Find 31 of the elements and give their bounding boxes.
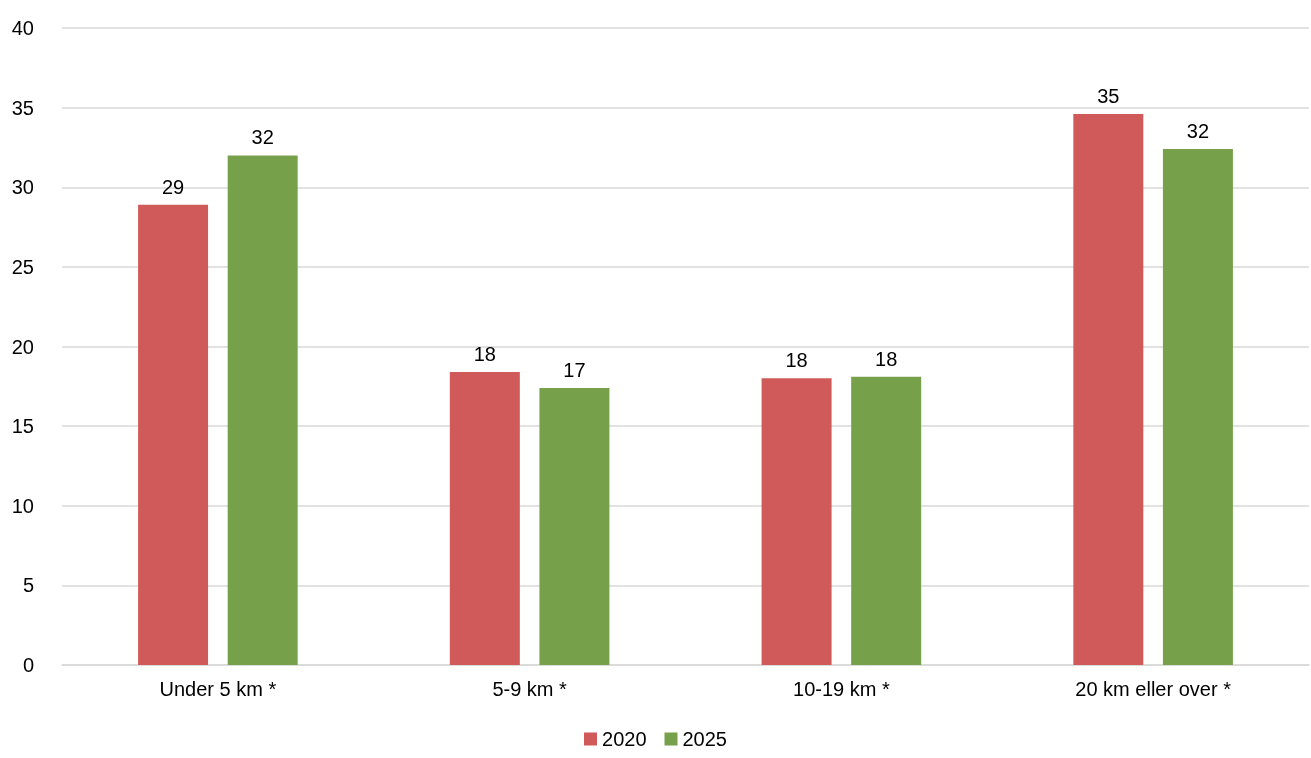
data-label: 18 bbox=[785, 349, 808, 372]
data-label: 17 bbox=[563, 358, 586, 381]
y-tick-label: 25 bbox=[11, 255, 34, 278]
x-tick-label: 5-9 km * bbox=[492, 678, 568, 700]
y-tick-label: 40 bbox=[11, 17, 34, 39]
data-label: 18 bbox=[875, 347, 898, 370]
legend-label: 2025 bbox=[682, 728, 727, 750]
bar bbox=[851, 376, 922, 665]
data-label: 29 bbox=[161, 175, 185, 198]
bar bbox=[227, 155, 298, 665]
x-tick-label: Under 5 km * bbox=[159, 678, 277, 700]
data-label: 18 bbox=[473, 342, 496, 365]
bar bbox=[1162, 149, 1233, 665]
y-tick-label: 5 bbox=[22, 574, 34, 597]
data-label: 35 bbox=[1097, 85, 1120, 107]
bar bbox=[138, 204, 209, 665]
x-tick-label: 10-19 km * bbox=[793, 678, 890, 700]
bar bbox=[1073, 114, 1144, 665]
legend-label: 2020 bbox=[602, 728, 647, 750]
x-tick-label: 20 km eller over * bbox=[1075, 678, 1232, 700]
y-tick-label: 30 bbox=[11, 176, 34, 199]
y-tick-label: 10 bbox=[11, 494, 34, 517]
y-tick-label: 35 bbox=[11, 96, 34, 119]
bar bbox=[539, 387, 610, 665]
y-tick-label: 0 bbox=[22, 654, 34, 676]
data-label: 32 bbox=[1186, 120, 1210, 143]
bar bbox=[449, 371, 520, 665]
bar bbox=[761, 378, 832, 665]
y-tick-label: 15 bbox=[11, 415, 34, 438]
y-tick-label: 20 bbox=[11, 335, 34, 358]
data-label: 32 bbox=[251, 126, 274, 149]
